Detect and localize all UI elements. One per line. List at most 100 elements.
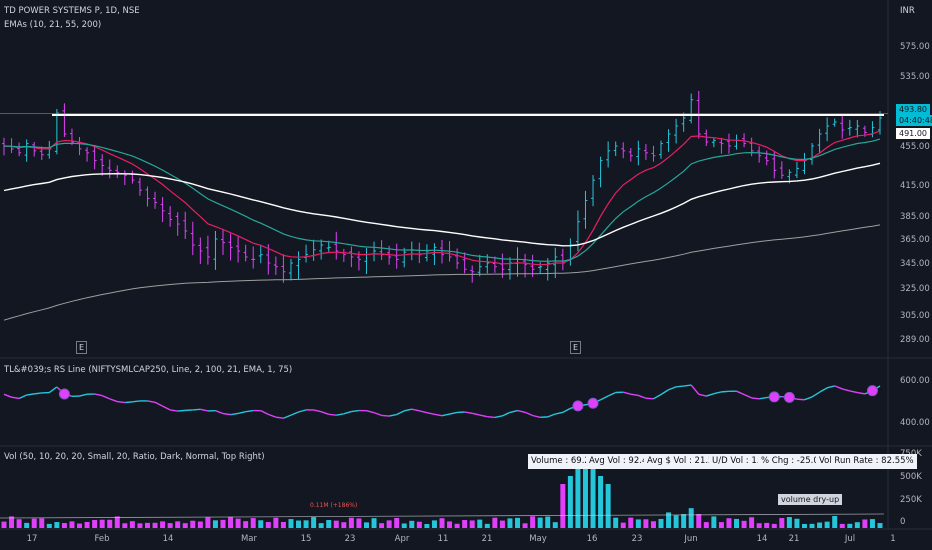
volume-bar: [522, 523, 528, 528]
earnings-marker-1[interactable]: E: [76, 341, 87, 354]
volume-bar: [711, 516, 717, 528]
time-axis-tick: 14: [757, 534, 768, 544]
volume-bar: [424, 523, 430, 528]
volume-bar: [613, 517, 619, 528]
volume-bar: [809, 523, 815, 528]
price-axis-tick: 305.00: [900, 311, 930, 321]
volume-bar: [582, 460, 588, 528]
rs-new-high-dot: [768, 391, 780, 403]
volume-bar: [356, 518, 362, 528]
volume-bar: [416, 521, 422, 528]
volume-bar: [877, 523, 883, 528]
volume-bar: [764, 522, 770, 528]
rs-axis-tick: 400.00: [900, 418, 930, 428]
volume-note: 0.11M (+186%): [310, 502, 358, 509]
volume-bar: [114, 516, 120, 528]
volume-bar: [477, 519, 483, 528]
volume-bar: [122, 523, 128, 528]
rs-line-segment: [177, 409, 186, 412]
rs-line-segment: [743, 393, 752, 399]
rs-line-segment: [215, 410, 224, 415]
time-axis-tick: Mar: [241, 534, 258, 544]
volume-bar: [515, 517, 521, 528]
volume-bar: [16, 519, 22, 528]
volume-bar: [499, 520, 505, 528]
rs-line-segment: [502, 411, 511, 417]
volume-bar: [39, 518, 45, 528]
rs-line-segment: [132, 400, 141, 403]
volume-bar: [379, 523, 385, 528]
volume-bar: [197, 521, 203, 528]
time-axis-tick: Jun: [683, 534, 697, 544]
volume-bar: [552, 522, 558, 528]
volume-bar: [46, 523, 52, 528]
rs-line-segment: [706, 393, 715, 397]
rs-line-segment: [18, 394, 27, 400]
volume-dryup-label: volume dry-up: [778, 494, 843, 505]
rs-line-segment: [676, 385, 684, 388]
volume-bar: [409, 520, 415, 528]
rs-line-segment: [690, 384, 700, 395]
price-axis-tick: 455.00: [900, 142, 930, 152]
rs-line-segment: [834, 385, 843, 390]
volume-bar: [333, 520, 339, 528]
time-axis-tick: 17: [27, 534, 38, 544]
time-axis-tick: 11: [438, 534, 449, 544]
volume-bar: [167, 523, 173, 528]
rs-new-high-dot: [572, 400, 584, 412]
volume-bar: [507, 518, 513, 528]
rs-line-segment: [630, 393, 639, 397]
rs-line-segment: [3, 393, 12, 398]
earnings-marker-2[interactable]: E: [570, 341, 581, 354]
rs-line-segment: [736, 390, 745, 396]
rs-line-segment: [313, 409, 322, 413]
rs-line-segment: [11, 396, 20, 400]
volume-bar: [175, 521, 181, 528]
volume-bar: [92, 520, 98, 528]
rs-line-segment: [366, 410, 375, 414]
rs-line-segment: [645, 397, 654, 400]
rs-line-segment: [524, 411, 533, 417]
rs-line-segment: [79, 393, 88, 397]
rs-new-high-dot: [866, 385, 878, 397]
rs-line-segment: [472, 412, 480, 416]
currency-label: INR: [900, 6, 915, 16]
volume-bar: [598, 476, 604, 528]
volume-bar: [235, 518, 241, 528]
volume-bar: [718, 522, 724, 528]
ema-55-line: [3, 162, 881, 247]
volume-bar: [869, 519, 875, 528]
price-axis-tick: 385.00: [900, 212, 930, 222]
rs-line-segment: [170, 409, 178, 412]
rs-line-segment: [819, 387, 828, 393]
volume-bar: [794, 518, 800, 528]
rs-line-segment: [389, 413, 397, 417]
ema-200-line: [3, 224, 881, 321]
rs-line-segment: [623, 391, 631, 395]
volume-bar: [703, 522, 709, 528]
stat-run-rate: Vol Run Rate : 82.55%: [816, 454, 918, 469]
price-axis-tick: 575.00: [900, 42, 930, 52]
rs-line-segment: [449, 411, 458, 415]
rs-line-segment: [751, 397, 760, 400]
rs-legend: TL&#039;s RS Line (NIFTYSMLCAP250, Line,…: [4, 365, 293, 375]
volume-bar: [258, 520, 264, 528]
volume-bar: [296, 520, 302, 528]
rs-line-segment: [759, 396, 767, 400]
volume-bar: [311, 517, 317, 528]
time-axis-tick: Feb: [94, 534, 109, 544]
volume-bar: [99, 519, 105, 528]
rs-line-segment: [660, 389, 669, 396]
rs-line-segment: [343, 410, 352, 415]
rs-line-segment: [532, 414, 541, 418]
rs-line-segment: [857, 391, 866, 395]
volume-bar: [635, 519, 641, 528]
time-axis-tick: 21: [482, 534, 493, 544]
rs-line-segment: [464, 411, 473, 415]
rs-line-segment: [811, 391, 820, 398]
volume-bar: [265, 521, 271, 528]
rs-line-segment: [653, 393, 662, 400]
volume-bar: [771, 523, 777, 528]
rs-line-segment: [192, 408, 201, 411]
